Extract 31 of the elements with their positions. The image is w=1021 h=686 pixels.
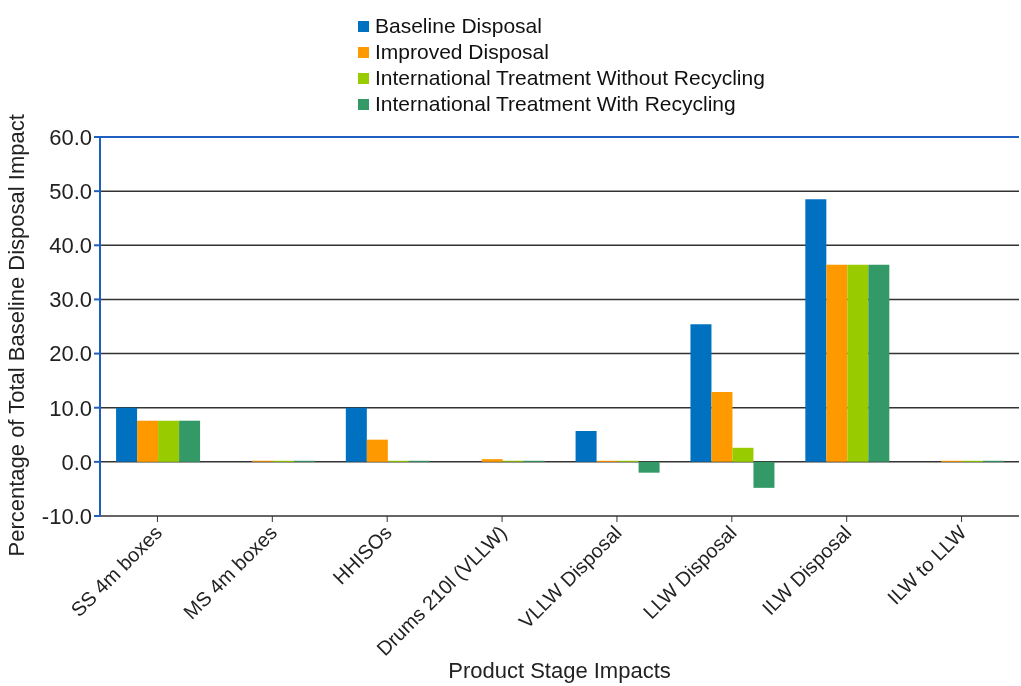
y-tick-label: 20.0 [49, 341, 92, 367]
bar [158, 420, 180, 462]
bar [826, 264, 848, 462]
legend-label: International Treatment With Recycling [375, 91, 736, 117]
bar [345, 407, 367, 462]
y-tick-label: 40.0 [49, 233, 92, 259]
bar [638, 461, 660, 473]
bar [575, 431, 597, 462]
legend-label: International Treatment Without Recycling [375, 65, 765, 91]
bar [179, 420, 201, 462]
bar [805, 199, 827, 462]
legend-label: Baseline Disposal [375, 13, 542, 39]
y-tick-label: 50.0 [49, 178, 92, 204]
bar [690, 324, 712, 462]
y-axis-title: Percentage of Total Baseline Disposal Impact [3, 114, 29, 557]
bar [732, 447, 754, 462]
y-tick-label: 0.0 [61, 449, 92, 475]
bar [137, 420, 159, 462]
x-axis-title: Product Stage Impacts [448, 658, 671, 683]
y-tick-label: 10.0 [49, 395, 92, 421]
bar [711, 392, 733, 462]
y-tick-label: 60.0 [49, 124, 92, 150]
bar [847, 264, 869, 462]
bar [116, 407, 138, 462]
legend-label: Improved Disposal [375, 39, 549, 65]
bar [753, 461, 775, 488]
y-tick-label: -10.0 [41, 503, 92, 529]
bar [868, 264, 890, 462]
bar [481, 459, 503, 462]
y-tick-label: 30.0 [49, 287, 92, 313]
bar [366, 439, 388, 462]
